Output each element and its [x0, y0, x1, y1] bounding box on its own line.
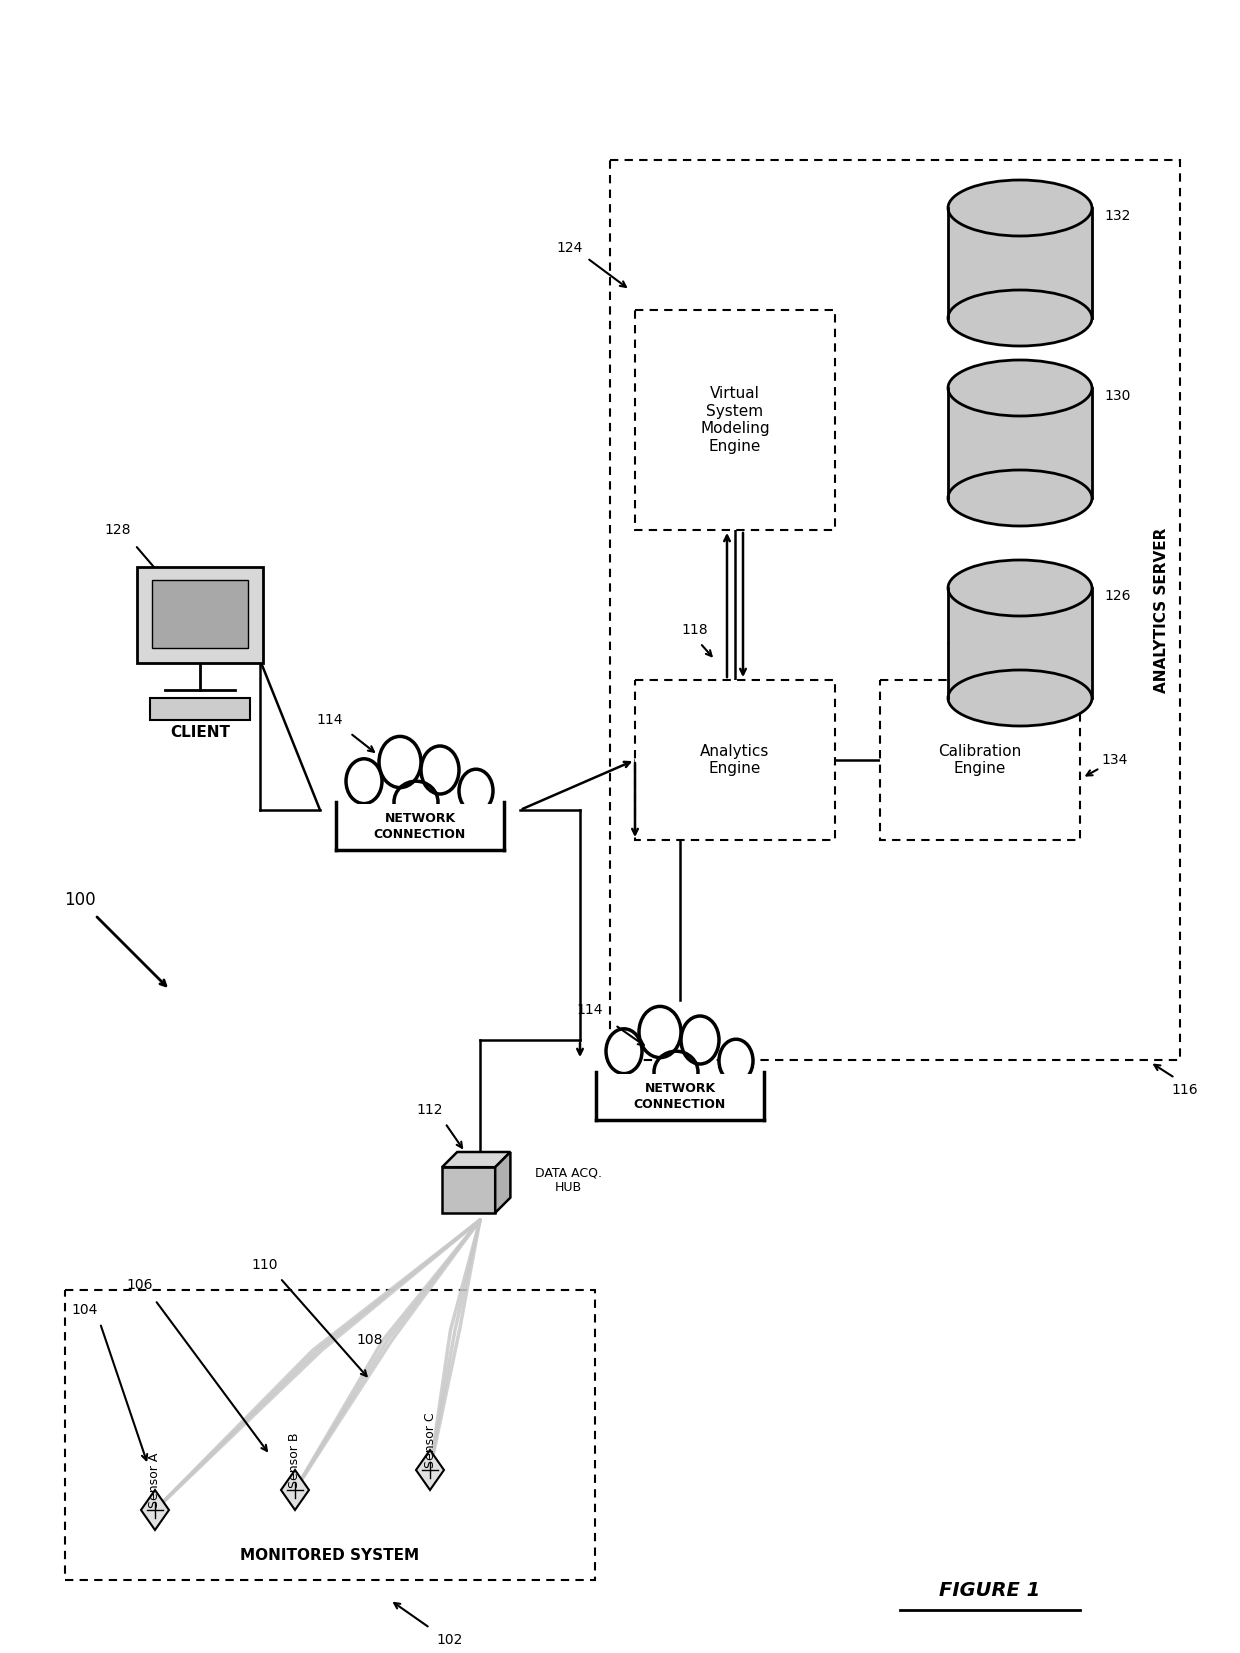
Ellipse shape: [949, 469, 1092, 526]
Text: 100: 100: [64, 891, 95, 909]
Text: DATA ACQ.
HUB: DATA ACQ. HUB: [534, 1165, 601, 1193]
FancyBboxPatch shape: [596, 1073, 764, 1121]
Text: NETWORK
CONNECTION: NETWORK CONNECTION: [374, 812, 466, 840]
Polygon shape: [949, 388, 1092, 498]
Text: MONITORED SYSTEM: MONITORED SYSTEM: [241, 1547, 419, 1562]
Text: CLIENT: CLIENT: [170, 724, 229, 739]
Ellipse shape: [394, 782, 438, 823]
FancyBboxPatch shape: [880, 679, 1080, 840]
Text: Sensor A: Sensor A: [149, 1453, 161, 1508]
Ellipse shape: [422, 746, 459, 793]
Text: NETWORK
CONNECTION: NETWORK CONNECTION: [634, 1081, 727, 1111]
Text: 106: 106: [126, 1278, 154, 1293]
Text: FIGURE 1: FIGURE 1: [940, 1580, 1040, 1600]
Ellipse shape: [949, 360, 1092, 417]
Text: 116: 116: [1172, 1083, 1198, 1098]
Polygon shape: [495, 1152, 511, 1213]
FancyBboxPatch shape: [136, 567, 263, 663]
Text: 130: 130: [1104, 388, 1131, 403]
Polygon shape: [949, 208, 1092, 317]
Ellipse shape: [606, 1028, 642, 1073]
Polygon shape: [949, 588, 1092, 698]
Text: 114: 114: [316, 712, 343, 727]
Ellipse shape: [949, 669, 1092, 726]
Ellipse shape: [653, 1051, 698, 1093]
Text: 118: 118: [682, 623, 708, 636]
Polygon shape: [141, 1489, 169, 1531]
Text: 102: 102: [436, 1633, 464, 1646]
FancyBboxPatch shape: [150, 698, 250, 721]
Text: Virtual
System
Modeling
Engine: Virtual System Modeling Engine: [701, 387, 770, 453]
FancyBboxPatch shape: [153, 580, 248, 648]
Text: 128: 128: [104, 522, 131, 537]
FancyBboxPatch shape: [635, 311, 835, 531]
Text: ANALYTICS SERVER: ANALYTICS SERVER: [1154, 527, 1169, 693]
Polygon shape: [281, 1470, 309, 1509]
FancyBboxPatch shape: [339, 803, 502, 846]
Polygon shape: [441, 1152, 511, 1167]
Ellipse shape: [719, 1040, 753, 1083]
FancyBboxPatch shape: [610, 160, 1180, 1060]
Text: Calibration
Engine: Calibration Engine: [939, 744, 1022, 777]
FancyBboxPatch shape: [635, 679, 835, 840]
Text: 126: 126: [1104, 588, 1131, 603]
FancyBboxPatch shape: [598, 1073, 763, 1117]
Text: Analytics
Engine: Analytics Engine: [701, 744, 770, 777]
Text: 134: 134: [1102, 754, 1128, 767]
Ellipse shape: [346, 759, 382, 803]
FancyBboxPatch shape: [336, 802, 503, 850]
FancyBboxPatch shape: [64, 1289, 595, 1580]
Ellipse shape: [459, 769, 494, 812]
Text: 114: 114: [577, 1003, 603, 1017]
Text: 124: 124: [557, 241, 583, 255]
Ellipse shape: [639, 1007, 681, 1058]
Text: 108: 108: [357, 1332, 383, 1347]
Text: Sensor B: Sensor B: [289, 1431, 301, 1488]
Ellipse shape: [949, 180, 1092, 236]
Ellipse shape: [379, 736, 422, 787]
Text: 132: 132: [1104, 208, 1131, 223]
Ellipse shape: [681, 1017, 719, 1065]
Text: 110: 110: [252, 1258, 278, 1273]
Polygon shape: [441, 1167, 495, 1213]
Ellipse shape: [949, 289, 1092, 345]
Polygon shape: [415, 1450, 444, 1489]
Ellipse shape: [949, 560, 1092, 617]
Text: 112: 112: [417, 1103, 443, 1117]
Text: 104: 104: [72, 1303, 98, 1317]
Text: Sensor C: Sensor C: [424, 1412, 436, 1468]
